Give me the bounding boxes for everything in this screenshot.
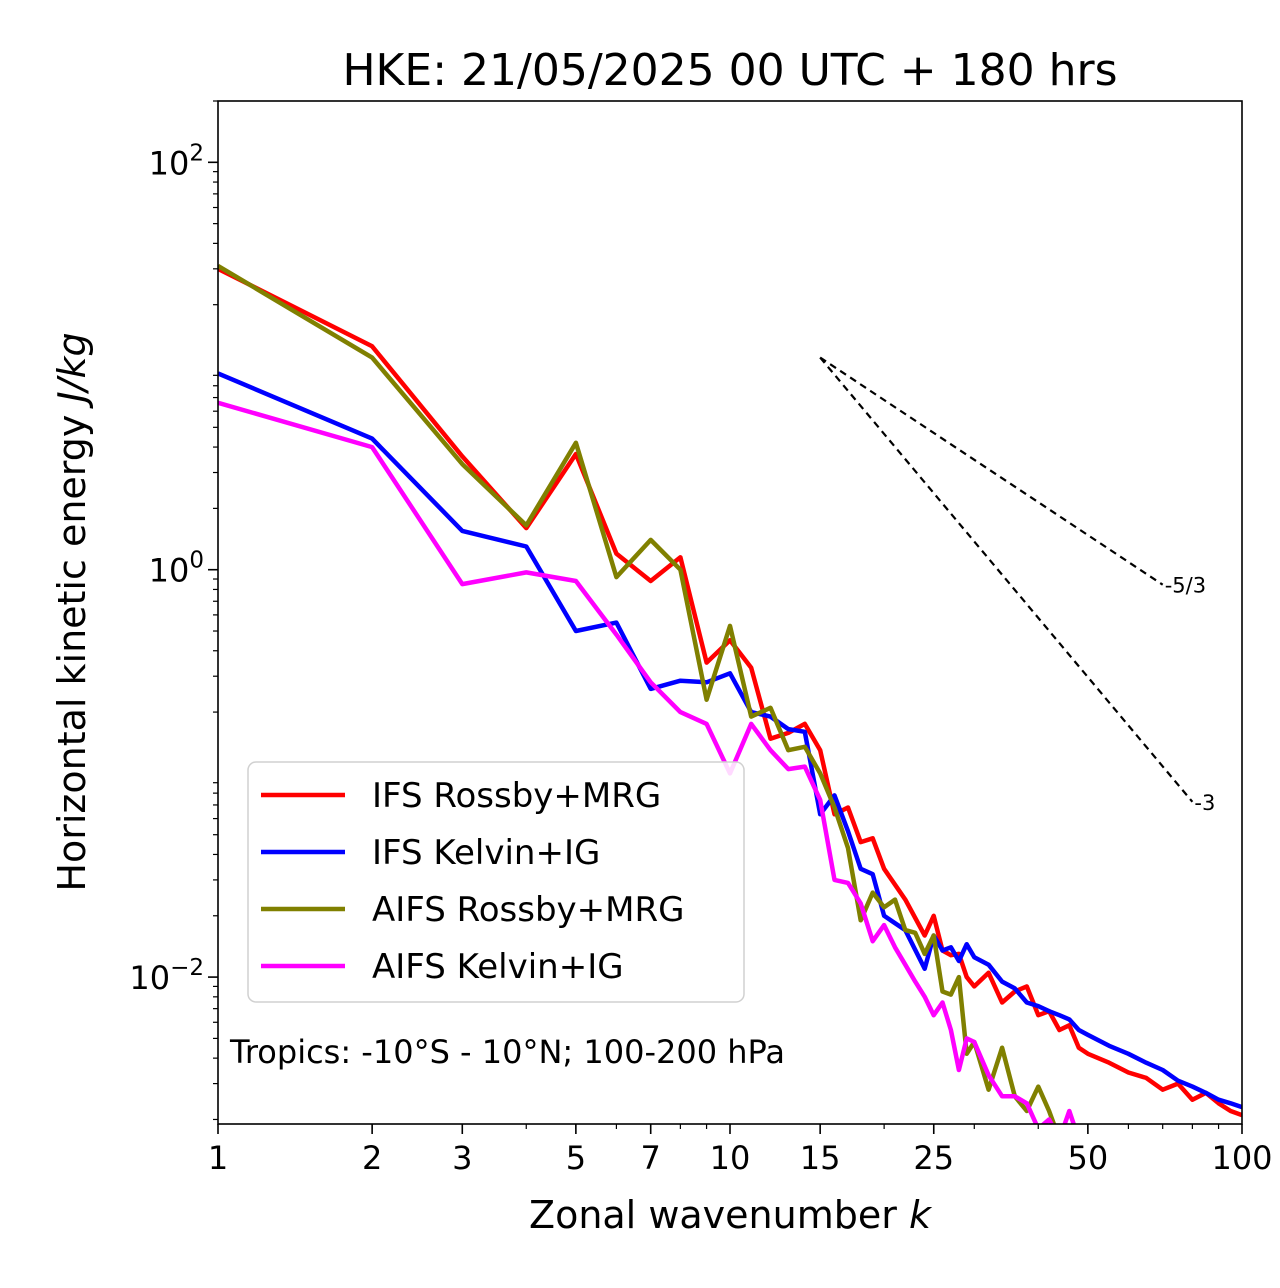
y-minor-ticks — [213, 100, 218, 1121]
x-tick-label-0: 1 — [208, 1139, 228, 1177]
chart-title: HKE: 21/05/2025 00 UTC + 180 hrs — [342, 45, 1117, 96]
reference-slope-label-1: -3 — [1194, 791, 1215, 815]
series-layer — [218, 263, 1242, 1124]
legend-label-1: IFS Kelvin+IG — [372, 833, 600, 873]
x-tick-label-7: 25 — [913, 1139, 954, 1177]
x-tick-label-2: 3 — [452, 1139, 472, 1177]
x-tick-label-3: 5 — [566, 1139, 586, 1177]
x-tick-label-1: 2 — [362, 1139, 382, 1177]
x-tick-label-5: 10 — [710, 1139, 751, 1177]
legend-items: IFS Rossby+MRG IFS Kelvin+IG AIFS Rossby+M… — [261, 776, 684, 987]
legend-label-3: AIFS Kelvin+IG — [372, 947, 624, 987]
x-tick-label-9: 100 — [1211, 1139, 1272, 1177]
reference-slope-line-1 — [819, 356, 1194, 803]
y-tick-label-2: 10−2 — [129, 955, 204, 997]
y-axis-label: Horizontal kinetic energy J/kg — [50, 332, 94, 891]
reference-slopes: -5/3 -3 — [819, 356, 1215, 815]
x-tick-label-4: 7 — [641, 1139, 661, 1177]
x-tick-label-8: 50 — [1068, 1139, 1109, 1177]
y-axis-ticks: 102 100 10−2 — [129, 140, 218, 997]
x-tick-label-6: 15 — [800, 1139, 841, 1177]
reference-slope-line-0 — [819, 356, 1164, 586]
y-tick-label-1: 100 — [149, 548, 204, 590]
series-line-3 — [218, 400, 1077, 1124]
legend-label-2: AIFS Rossby+MRG — [372, 890, 684, 930]
series-line-2 — [218, 263, 1057, 1124]
x-axis-label: Zonal wavenumber k — [529, 1193, 933, 1237]
legend: IFS Rossby+MRG IFS Kelvin+IG AIFS Rossby+M… — [247, 761, 745, 1003]
series-line-0 — [218, 266, 1242, 1118]
y-tick-label-0: 102 — [149, 140, 204, 182]
region-annotation: Tropics: -10°S - 10°N; 100-200 hPa — [229, 1033, 785, 1071]
legend-box — [247, 761, 745, 1003]
reference-slope-label-0: -5/3 — [1165, 574, 1206, 598]
x-axis-ticks: 1 2 3 5 7 10 15 25 50 100 — [208, 1124, 1273, 1177]
legend-label-0: IFS Rossby+MRG — [372, 776, 661, 816]
